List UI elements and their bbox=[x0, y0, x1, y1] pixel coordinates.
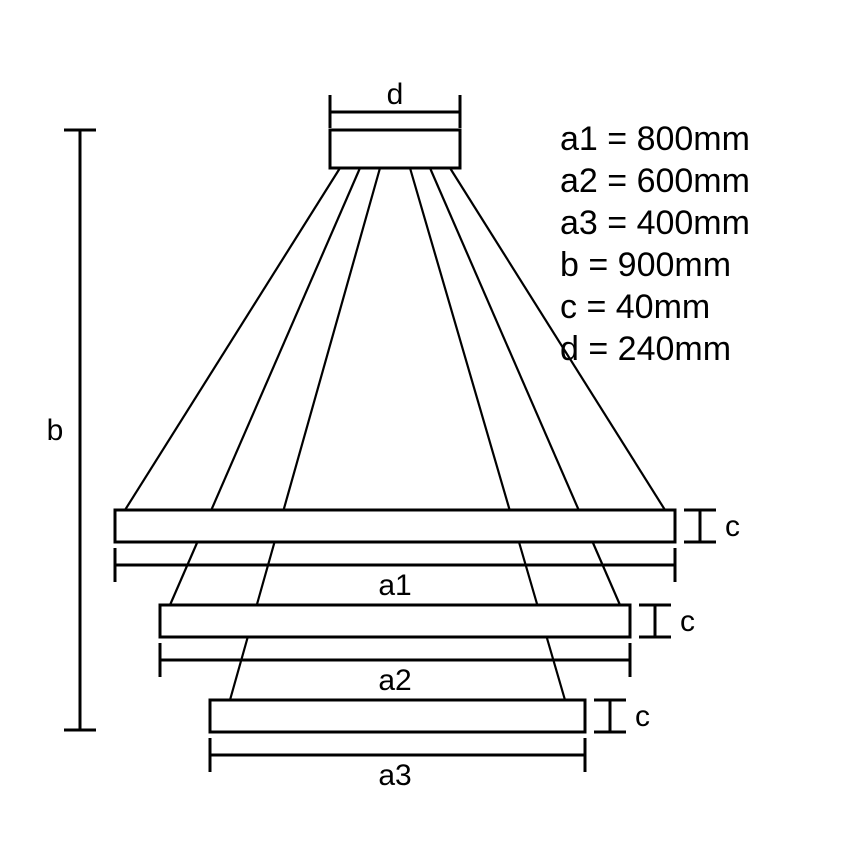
legend-row-b: b = 900mm bbox=[560, 246, 731, 284]
dim-a1-label: a1 bbox=[378, 569, 411, 602]
dim-c3-label: c bbox=[635, 700, 650, 733]
legend-row-c: c = 40mm bbox=[560, 288, 710, 326]
dim-a3-label: a3 bbox=[378, 759, 411, 792]
legend-row-a1: a1 = 800mm bbox=[560, 120, 750, 158]
dim-d-label: d bbox=[387, 78, 404, 111]
dim-c2-label: c bbox=[680, 605, 695, 638]
legend-row-d: d = 240mm bbox=[560, 330, 731, 368]
dim-b-label: b bbox=[47, 414, 64, 447]
dim-a2-label: a2 bbox=[378, 664, 411, 697]
dim-c1-label: c bbox=[725, 510, 740, 543]
legend-row-a2: a2 = 600mm bbox=[560, 162, 750, 200]
legend-row-a3: a3 = 400mm bbox=[560, 204, 750, 242]
